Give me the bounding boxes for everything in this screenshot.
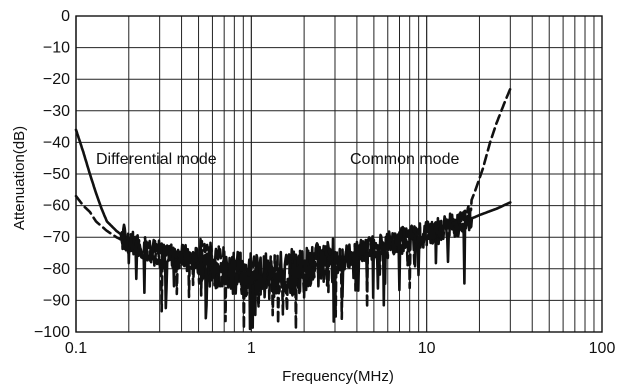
x-tick-label: 0.1 [65, 340, 87, 357]
y-tick-label: −10 [43, 40, 70, 57]
y-axis-label: Attenuation(dB) [11, 126, 28, 230]
y-tick-label: −70 [43, 229, 70, 246]
y-tick-label: −90 [43, 292, 70, 309]
y-tick-label: −40 [43, 134, 70, 151]
series-lines [74, 87, 512, 331]
y-tick-label: −80 [43, 261, 70, 278]
x-axis-label: Frequency(MHz) [282, 368, 394, 385]
y-tick-label: 0 [61, 8, 70, 25]
common-mode-line [74, 87, 512, 331]
x-tick-label: 100 [589, 340, 616, 357]
grid-lines [75, 15, 602, 333]
y-tick-label: −60 [43, 198, 70, 215]
y-tick-label: −30 [43, 103, 70, 120]
y-tick-label: −20 [43, 71, 70, 88]
x-tick-label: 1 [247, 340, 256, 357]
annotation-differential-mode: Differential mode [96, 151, 217, 168]
y-tick-label: −50 [43, 166, 70, 183]
annotation-common-mode: Common mode [350, 151, 459, 168]
x-tick-label: 10 [418, 340, 436, 357]
y-tick-label: −100 [34, 324, 70, 341]
plot-frame [75, 15, 603, 333]
